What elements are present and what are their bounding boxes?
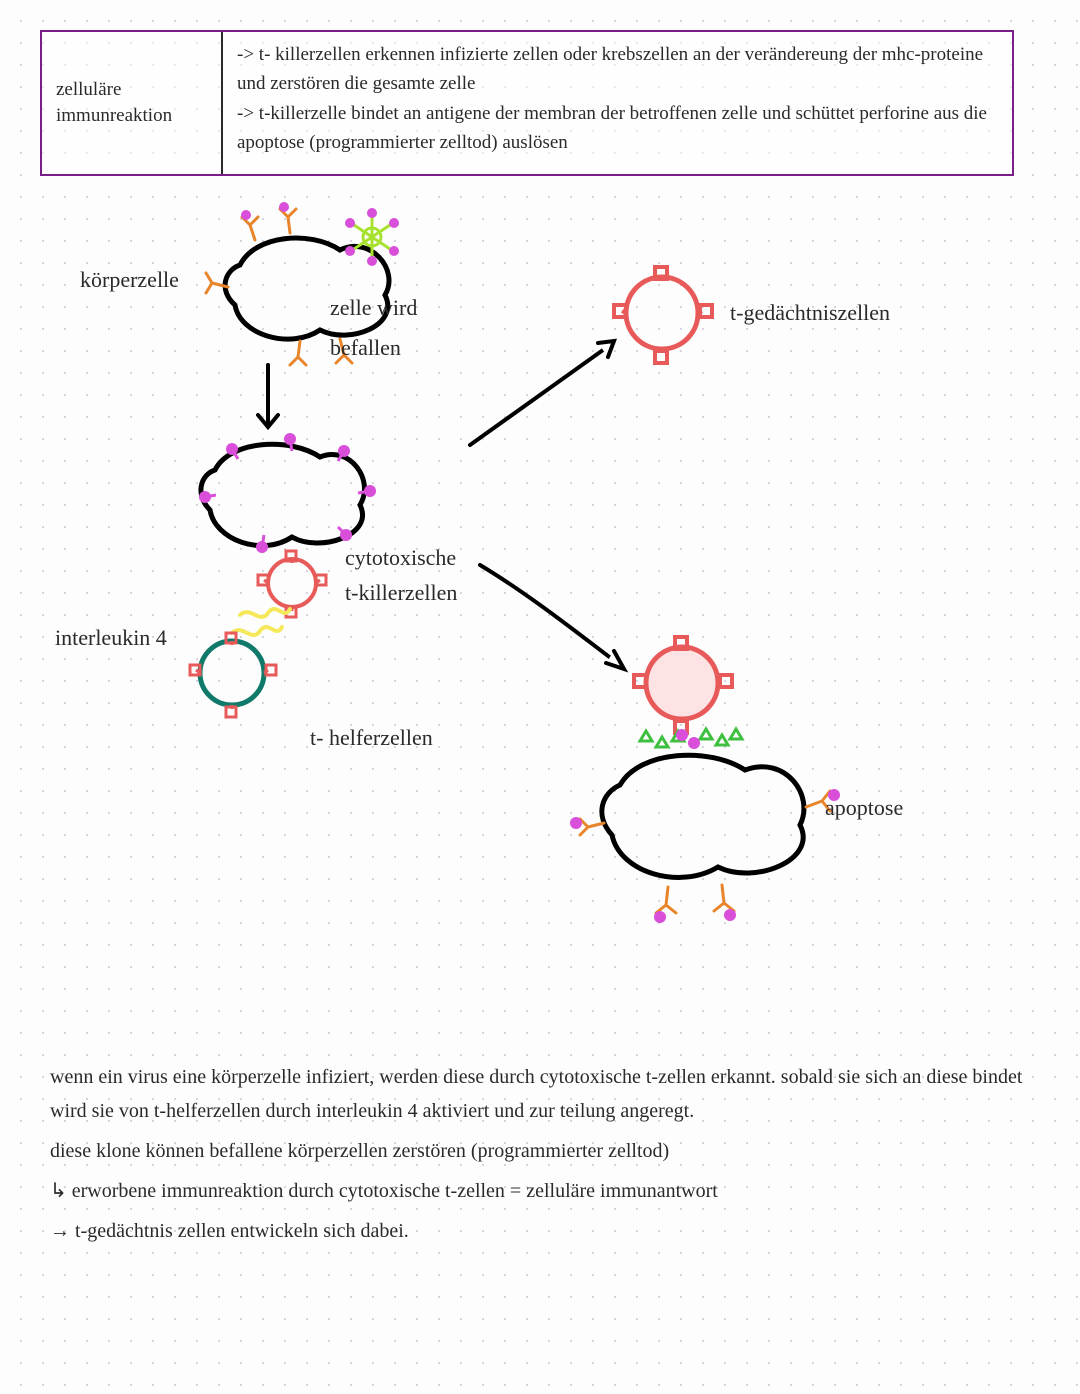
interleukin-icon xyxy=(232,609,290,635)
label-apoptose: apoptose xyxy=(825,795,903,821)
t-memory-cell xyxy=(614,267,712,363)
label-interleukin: interleukin 4 xyxy=(55,625,167,651)
bottom-text: wenn ein virus eine körperzelle infizier… xyxy=(50,1060,1030,1254)
bottom-p2: diese klone können befallene körperzelle… xyxy=(50,1134,1030,1168)
koerperzelle-infected xyxy=(199,433,376,553)
t-killer-cell-small xyxy=(258,551,326,617)
label-t-gedaechtnis: t-gedächtniszellen xyxy=(730,300,890,326)
diagram: körperzelle zelle wird befallen t-gedäch… xyxy=(0,195,1080,945)
label-zelle-wird: zelle wird xyxy=(330,295,417,321)
label-cytotox-2: t-killerzellen xyxy=(345,580,457,606)
header-title-text: zelluläre immunreaktion xyxy=(56,77,221,128)
virus-icon xyxy=(345,208,399,266)
apoptose-group xyxy=(570,637,840,923)
header-box: zelluläre immunreaktion -> t- killerzell… xyxy=(40,30,1014,176)
bottom-p1: wenn ein virus eine körperzelle infizier… xyxy=(50,1060,1030,1128)
label-cytotox-1: cytotoxische xyxy=(345,545,456,571)
arrow-to-memory xyxy=(470,341,614,445)
arrow-down-1 xyxy=(258,365,278,427)
header-body: -> t- killerzellen erkennen infizierte z… xyxy=(223,32,1012,174)
arrow-to-apoptose xyxy=(480,565,624,669)
header-title: zelluläre immunreaktion xyxy=(42,32,223,174)
diagram-svg xyxy=(0,195,1080,945)
header-line-2: -> t-killerzelle bindet an antigene der … xyxy=(237,99,998,158)
t-helper-cell xyxy=(190,633,276,717)
label-t-helfer: t- helferzellen xyxy=(310,725,433,751)
bottom-p4: → t-gedächtnis zellen entwickeln sich da… xyxy=(50,1214,1030,1248)
label-befallen: befallen xyxy=(330,335,401,361)
header-line-1: -> t- killerzellen erkennen infizierte z… xyxy=(237,40,998,99)
bottom-p3: ↳ erworbene immunreaktion durch cytotoxi… xyxy=(50,1174,1030,1208)
label-koerperzelle: körperzelle xyxy=(80,267,179,293)
